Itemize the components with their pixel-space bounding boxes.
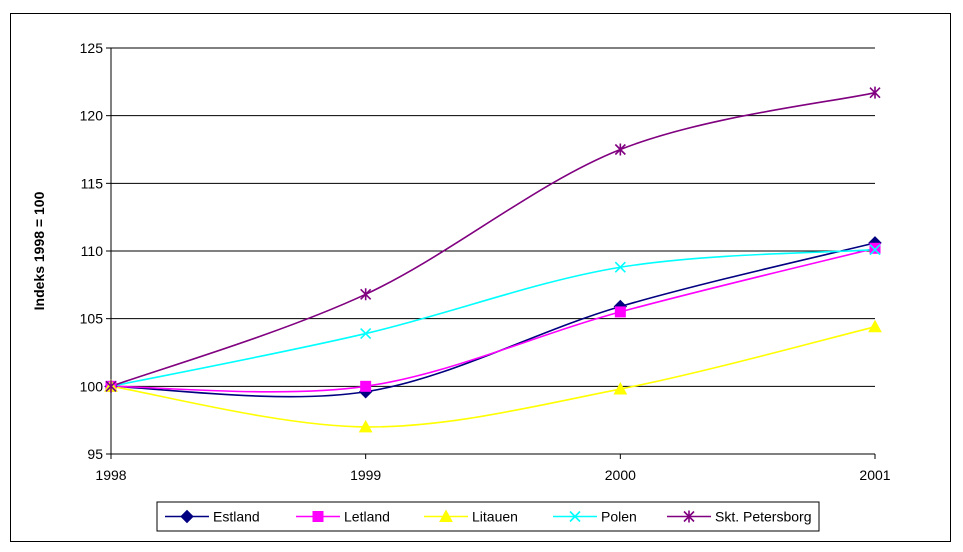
data-point-polen	[360, 327, 372, 340]
legend-label-skt-petersborg: Skt. Petersborg	[715, 509, 812, 525]
x-tick-label: 2000	[605, 467, 636, 483]
legend-marker-skt-petersborg	[683, 510, 695, 523]
axes: 95 100 105 110 115 120 125 1998 1999 2000 2001	[80, 40, 891, 483]
series-markers	[104, 86, 882, 433]
legend-label-litauen: Litauen	[472, 509, 518, 525]
x-tick-label: 1998	[95, 467, 126, 483]
y-tick-label: 120	[80, 108, 104, 124]
series-line-skt-petersborg	[110, 91, 876, 388]
data-point-litauen	[613, 381, 628, 395]
data-point-letland	[869, 242, 881, 254]
y-tick-label: 105	[80, 311, 104, 327]
data-point-skt-petersborg	[614, 143, 626, 156]
data-point-letland	[360, 380, 372, 392]
chart-frame: 95 100 105 110 115 120 125 1998 1999 2000 2001 Ind…	[10, 13, 951, 542]
data-point-litauen	[868, 319, 882, 333]
legend-marker-letland	[312, 511, 324, 522]
x-tick-label: 1999	[350, 467, 381, 483]
y-tick-label: 125	[80, 40, 104, 56]
y-tick-label: 110	[81, 243, 104, 259]
data-point-letland	[614, 306, 626, 318]
data-point-skt-petersborg	[360, 288, 372, 301]
series-lines	[110, 91, 876, 428]
data-point-litauen	[358, 419, 373, 433]
data-point-polen	[614, 261, 626, 273]
data-point-skt-petersborg	[105, 380, 117, 393]
y-tick-label: 100	[80, 378, 104, 394]
gridlines	[111, 47, 875, 387]
data-point-polen	[869, 244, 881, 256]
series-line-polen	[110, 248, 876, 388]
legend-label-letland: Letland	[344, 509, 390, 525]
y-tick-label: 95	[87, 446, 103, 462]
legend-marker-estland	[180, 509, 194, 524]
series-line-estland	[110, 242, 876, 398]
series-line-letland	[110, 247, 876, 393]
legend-marker-litauen	[439, 509, 453, 522]
legend-marker-polen	[569, 510, 581, 523]
legend-label-polen: Polen	[601, 509, 637, 525]
y-axis-title: Indeks 1998 = 100	[31, 191, 47, 310]
x-tick-label: 2001	[859, 467, 890, 483]
line-chart: 95 100 105 110 115 120 125 1998 1999 2000 2001 Ind…	[31, 40, 891, 532]
y-tick-label: 115	[81, 175, 104, 191]
legend: Estland Letland Litauen Polen Skt. Petersbor…	[156, 501, 820, 532]
data-point-skt-petersborg	[869, 86, 881, 99]
legend-label-estland: Estland	[213, 509, 260, 525]
series-line-litauen	[110, 326, 876, 428]
